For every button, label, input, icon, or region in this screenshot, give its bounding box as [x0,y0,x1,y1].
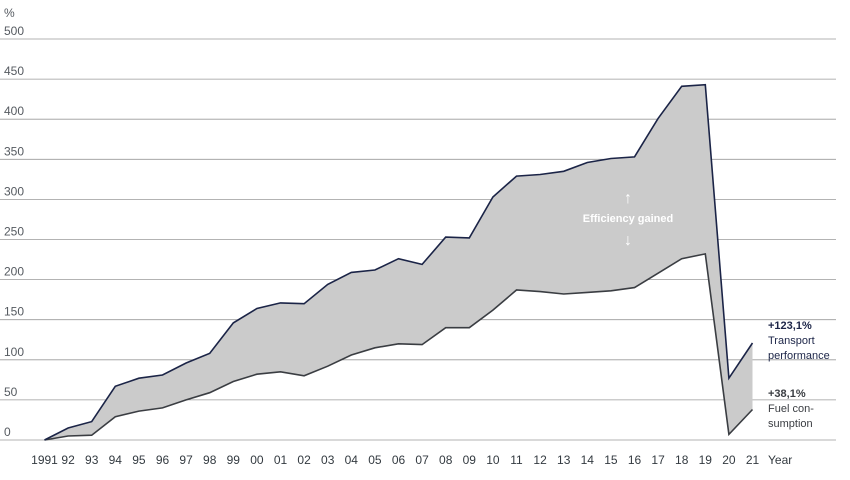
x-tick-label: 19 [699,453,713,467]
x-tick-label: 05 [368,453,382,467]
x-tick-label: 11 [510,453,523,467]
efficiency-gained-label: Efficiency gained [583,213,673,225]
fuel-end-value: +38,1% [768,388,806,400]
y-tick-label: 400 [4,104,24,118]
x-tick-label: 92 [61,453,75,467]
y-tick-label: 250 [4,225,24,239]
y-tick-label: 100 [4,345,24,359]
transport-end-label-line-1: Transport [768,335,815,347]
x-tick-label: 08 [439,453,453,467]
x-tick-label: 02 [297,453,311,467]
x-tick-label: 95 [132,453,146,467]
x-axis-label: Year [768,453,792,467]
x-tick-label: 14 [581,453,595,467]
y-tick-label: 500 [4,24,24,38]
x-tick-label: 93 [85,453,99,467]
transport-end-annotation: +123,1% Transport performance [768,320,830,362]
x-tick-label: 06 [392,453,406,467]
transport-end-label-line-2: performance [768,350,830,362]
transport-performance-line [44,83,754,441]
x-tick-label: 94 [109,453,123,467]
y-tick-label: 0 [4,425,11,439]
x-tick-label: 20 [722,453,736,467]
x-tick-label: 97 [179,453,193,467]
y-tick-label: 150 [4,305,24,319]
x-tick-label: 04 [345,453,359,467]
efficiency-arrow-down: ↓ [624,232,632,249]
y-unit-label: % [4,6,15,20]
x-tick-label: 07 [415,453,429,467]
x-tick-label: 16 [628,453,642,467]
x-tick-label: 17 [651,453,665,467]
x-tick-label: 96 [156,453,170,467]
x-tick-label: 10 [486,453,500,467]
fuel-consumption-line [44,252,754,441]
y-axis-ticks: 0 50 100 150 200 250 300 350 400 450 500 [4,24,24,439]
x-tick-label: 03 [321,453,335,467]
y-tick-label: 350 [4,144,24,158]
x-tick-label: 13 [557,453,571,467]
x-tick-label: 00 [250,453,264,467]
fuel-end-label-line-1: Fuel con- [768,403,814,415]
x-tick-label: 98 [203,453,217,467]
y-tick-label: 50 [4,385,18,399]
fuel-end-label-line-2: sumption [768,418,813,430]
y-tick-label: 200 [4,265,24,279]
x-tick-label: 01 [274,453,288,467]
x-axis-ticks: 1991 92 93 94 95 96 97 98 99 00 01 02 03 04 05 06 07 08 09… [31,453,759,467]
efficiency-gap-area [44,84,753,440]
efficiency-arrow-up: ↑ [624,190,632,207]
x-tick-label: 99 [227,453,241,467]
fuel-end-annotation: +38,1% Fuel con- sumption [768,388,814,430]
x-tick-label: 12 [533,453,547,467]
x-tick-label: 1991 [31,453,58,467]
y-tick-label: 450 [4,64,24,78]
x-tick-label: 09 [463,453,477,467]
x-tick-label: 21 [746,453,760,467]
x-tick-label: 18 [675,453,689,467]
transport-end-value: +123,1% [768,320,812,332]
efficiency-annotation: ↑ Efficiency gained ↓ [583,190,673,249]
x-tick-label: 15 [604,453,618,467]
y-tick-label: 300 [4,184,24,198]
